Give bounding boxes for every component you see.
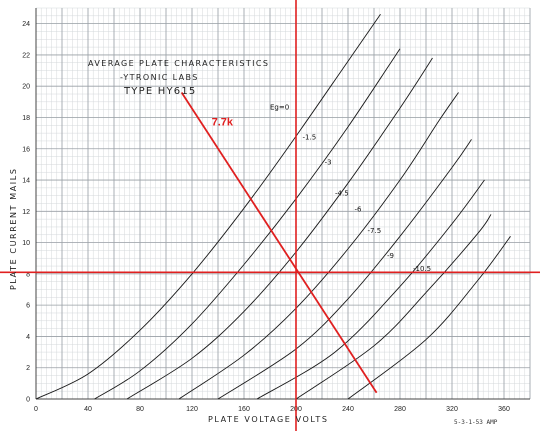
curve-label: -6 [355,205,363,213]
x-tick-label: 280 [394,406,406,413]
x-tick-label: 120 [186,406,198,413]
y-tick-label: 20 [22,84,30,91]
x-axis-title: PLATE VOLTAGE VOLTS [208,415,329,424]
curve-labels: Eg=0 -1.5 -3 -4.5 -6 -7.5 -9 -10.5 [270,104,431,273]
plate-curves [35,14,511,400]
curve-label: Eg=0 [270,104,289,112]
axes [35,8,530,400]
x-tick-label: 320 [446,406,458,413]
curve-label: -4.5 [335,190,349,198]
y-tick-label: 14 [22,178,30,185]
title-line-3: TYPE HY615 [123,86,196,97]
title-line-1: AVERAGE PLATE CHARACTERISTICS [88,59,269,68]
plate-curve [295,214,492,400]
y-tick-label: 2 [26,365,30,372]
plate-curve [94,48,401,400]
y-tick-label: 8 [26,271,30,278]
y-tick-label: 22 [22,52,30,59]
plate-curve [35,14,381,400]
x-tick-label: 0 [34,406,38,413]
title-line-2: -YTRONIC LABS [120,73,199,82]
curve-label: -7.5 [368,227,382,235]
plate-curve [347,236,511,400]
x-tick-label: 40 [84,406,92,413]
plate-curve [256,179,485,400]
load-line [180,91,378,394]
drawing-stamp: 5-3-1-53 AMP [454,419,498,426]
y-axis-title: PLATE CURRENT MAILS [9,168,18,291]
y-tick-label: 0 [26,397,30,404]
x-tick-label: 240 [342,406,354,413]
y-tick-label: 10 [22,240,30,247]
x-tick-label: 360 [498,406,510,413]
curve-label: -3 [325,158,332,166]
curve-label: -9 [387,252,394,260]
curve-label: -10.5 [413,265,431,273]
x-tick-labels: 04080120160200240280320360 [34,406,510,413]
y-tick-label: 16 [22,146,30,153]
x-tick-label: 80 [136,406,144,413]
y-tick-label: 24 [22,21,30,28]
y-tick-label: 6 [26,303,30,310]
y-tick-label: 12 [22,209,30,216]
x-tick-label: 160 [238,406,250,413]
plate-curve [178,92,459,400]
y-tick-label: 4 [26,334,30,341]
load-line-label: 7.7k [212,116,234,128]
chart-title: AVERAGE PLATE CHARACTERISTICS -YTRONIC L… [88,59,269,97]
curve-label: -1.5 [303,133,317,141]
y-tick-label: 18 [22,115,30,122]
